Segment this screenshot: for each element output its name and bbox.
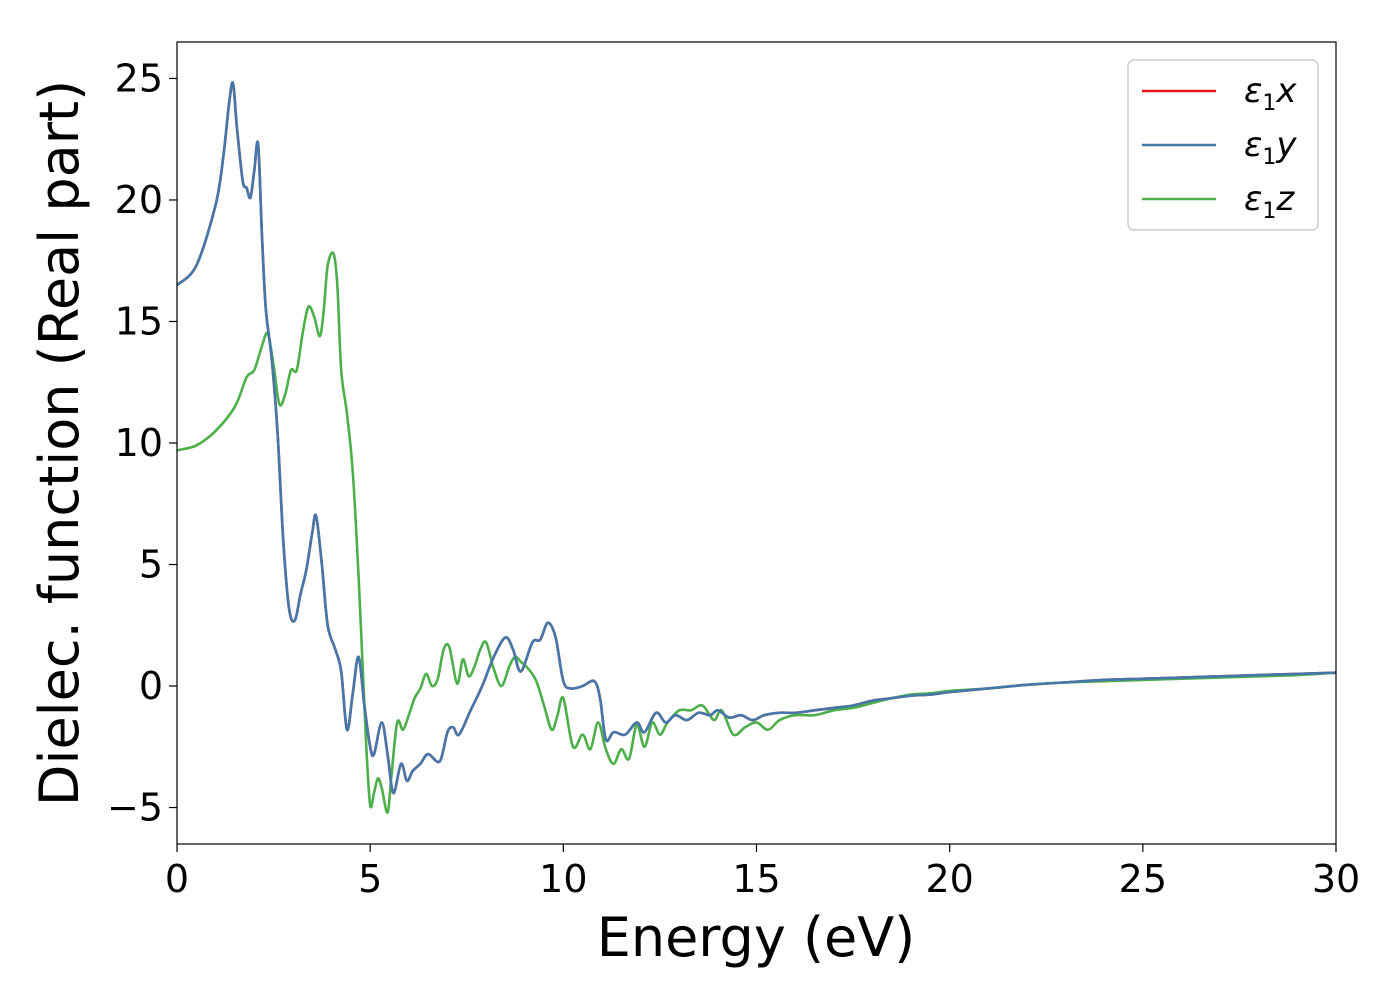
x-tick-label: 25	[1119, 857, 1167, 901]
x-tick-label: 15	[732, 857, 780, 901]
legend-label-x: ε1x	[1244, 71, 1297, 116]
legend-box	[1127, 59, 1319, 231]
y-axis-label: Dielec. function (Real part)	[28, 80, 91, 806]
legend: ε1x ε1y ε1z	[1127, 59, 1319, 231]
y-tick-label: 25	[115, 56, 163, 100]
x-tick-label: 30	[1312, 857, 1360, 901]
series-line-z	[177, 251, 1336, 814]
legend-items: ε1x ε1y ε1z	[1142, 71, 1297, 224]
legend-label-y: ε1y	[1244, 125, 1297, 170]
x-tick-label: 5	[358, 857, 382, 901]
y-tick-label: 20	[115, 178, 163, 222]
series-layer	[177, 81, 1336, 814]
x-tick-label: 10	[539, 857, 587, 901]
x-axis-ticks: 0 5 10 15 20 25 30	[165, 844, 1360, 901]
y-tick-label: 0	[139, 664, 163, 708]
legend-label-z: ε1z	[1244, 179, 1295, 224]
series-line-y	[177, 81, 1336, 795]
y-tick-label: −5	[107, 786, 163, 830]
y-tick-label: 10	[115, 421, 163, 465]
y-tick-label: 15	[115, 299, 163, 343]
x-tick-label: 0	[165, 857, 189, 901]
y-tick-label: 5	[139, 543, 163, 587]
x-tick-label: 20	[925, 857, 973, 901]
x-axis-label: Energy (eV)	[597, 906, 916, 969]
y-axis-ticks: −5 0 5 10 15 20 25	[107, 56, 177, 830]
